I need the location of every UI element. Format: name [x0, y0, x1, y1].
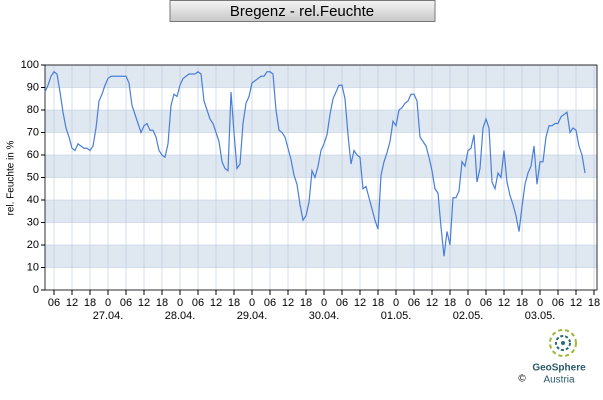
- x-tick-label: 12: [426, 297, 438, 309]
- x-tick-label: 0: [393, 297, 399, 309]
- y-tick-label: 90: [27, 81, 39, 93]
- y-tick-label: 0: [33, 284, 39, 296]
- x-tick-label: 06: [552, 297, 564, 309]
- y-tick-label: 40: [27, 194, 39, 206]
- x-tick-label: 18: [300, 297, 312, 309]
- copyright: ©: [518, 374, 526, 385]
- x-tick-label: 12: [498, 297, 510, 309]
- chart-title: Bregenz - rel.Feuchte: [230, 3, 374, 20]
- day-label: 02.05.: [453, 310, 484, 322]
- grid-band: [45, 245, 597, 268]
- day-label: 01.05.: [381, 310, 412, 322]
- data-line: [44, 70, 586, 257]
- x-tick-label: 06: [480, 297, 492, 309]
- y-tick-label: 100: [21, 59, 39, 71]
- x-tick-label: 18: [516, 297, 528, 309]
- day-label: 29.04.: [237, 310, 268, 322]
- x-tick-label: 0: [321, 297, 327, 309]
- y-tick-label: 10: [27, 261, 39, 273]
- x-tick-label: 12: [354, 297, 366, 309]
- y-tick-label: 50: [27, 171, 39, 183]
- x-tick-label: 12: [66, 297, 78, 309]
- grid-band: [45, 65, 597, 88]
- y-tick-label: 60: [27, 149, 39, 161]
- grid-band: [45, 200, 597, 223]
- title-box: [169, 0, 436, 22]
- x-tick-label: 0: [177, 297, 183, 309]
- logo-name: GeoSphere: [532, 363, 586, 374]
- x-tick-label: 12: [282, 297, 294, 309]
- day-label: 30.04.: [309, 310, 340, 322]
- x-tick-label: 18: [588, 297, 600, 309]
- x-tick-label: 12: [210, 297, 222, 309]
- x-tick-label: 18: [444, 297, 456, 309]
- x-tick-label: 06: [120, 297, 132, 309]
- grid-band: [45, 110, 597, 133]
- x-tick-label: 0: [465, 297, 471, 309]
- x-tick-label: 06: [264, 297, 276, 309]
- logo: [549, 329, 577, 357]
- logo-country: Austria: [543, 375, 575, 386]
- x-tick-label: 0: [249, 297, 255, 309]
- day-label: 03.05.: [525, 310, 556, 322]
- x-tick-label: 0: [105, 297, 111, 309]
- y-tick-label: 80: [27, 104, 39, 116]
- x-tick-label: 06: [192, 297, 204, 309]
- x-tick-label: 18: [156, 297, 168, 309]
- x-tick-label: 12: [138, 297, 150, 309]
- x-tick-label: 06: [336, 297, 348, 309]
- x-tick-label: 18: [228, 297, 240, 309]
- x-tick-label: 12: [570, 297, 582, 309]
- y-tick-label: 70: [27, 126, 39, 138]
- day-label: 27.04.: [93, 310, 124, 322]
- y-tick-label: 30: [27, 216, 39, 228]
- plot-frame: [44, 64, 598, 291]
- grid-band: [45, 155, 597, 178]
- day-label: 28.04.: [165, 310, 196, 322]
- x-tick-label: 0: [537, 297, 543, 309]
- y-axis-label: rel. Feuchte in %: [6, 140, 17, 215]
- x-tick-label: 18: [372, 297, 384, 309]
- y-tick-label: 20: [27, 239, 39, 251]
- x-tick-label: 18: [84, 297, 96, 309]
- x-tick-label: 06: [48, 297, 60, 309]
- x-tick-label: 06: [408, 297, 420, 309]
